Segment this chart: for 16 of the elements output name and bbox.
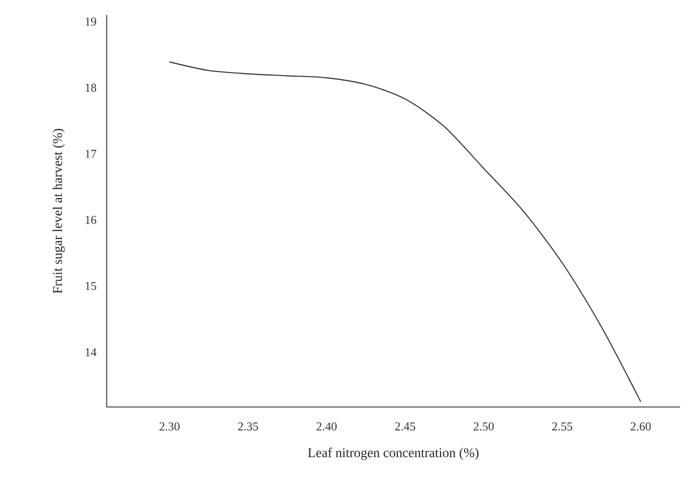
x-tick-label: 2.45 bbox=[395, 422, 416, 430]
y-tick-label: 17 bbox=[86, 150, 96, 158]
y-tick-label: 16 bbox=[86, 216, 96, 224]
y-tick-label: 18 bbox=[86, 84, 96, 92]
y-tick-label: 14 bbox=[86, 348, 96, 356]
x-tick-label: 2.35 bbox=[238, 422, 258, 430]
x-tick-label: 2.40 bbox=[316, 422, 337, 431]
line-series bbox=[168, 61, 642, 402]
x-tick-label: 2.60 bbox=[630, 422, 651, 431]
x-axis-title: Leaf nitrogen concentration (%) bbox=[308, 448, 478, 460]
y-tick-label: 15 bbox=[86, 282, 96, 290]
x-tick-label: 2.50 bbox=[474, 422, 494, 431]
x-tick-label: 2.55 bbox=[552, 422, 572, 430]
y-axis-title: Fruit sugar level at harvest (%) bbox=[52, 128, 65, 294]
y-tick-label: 19 bbox=[86, 18, 96, 26]
x-tick-label: 2.30 bbox=[160, 422, 180, 431]
